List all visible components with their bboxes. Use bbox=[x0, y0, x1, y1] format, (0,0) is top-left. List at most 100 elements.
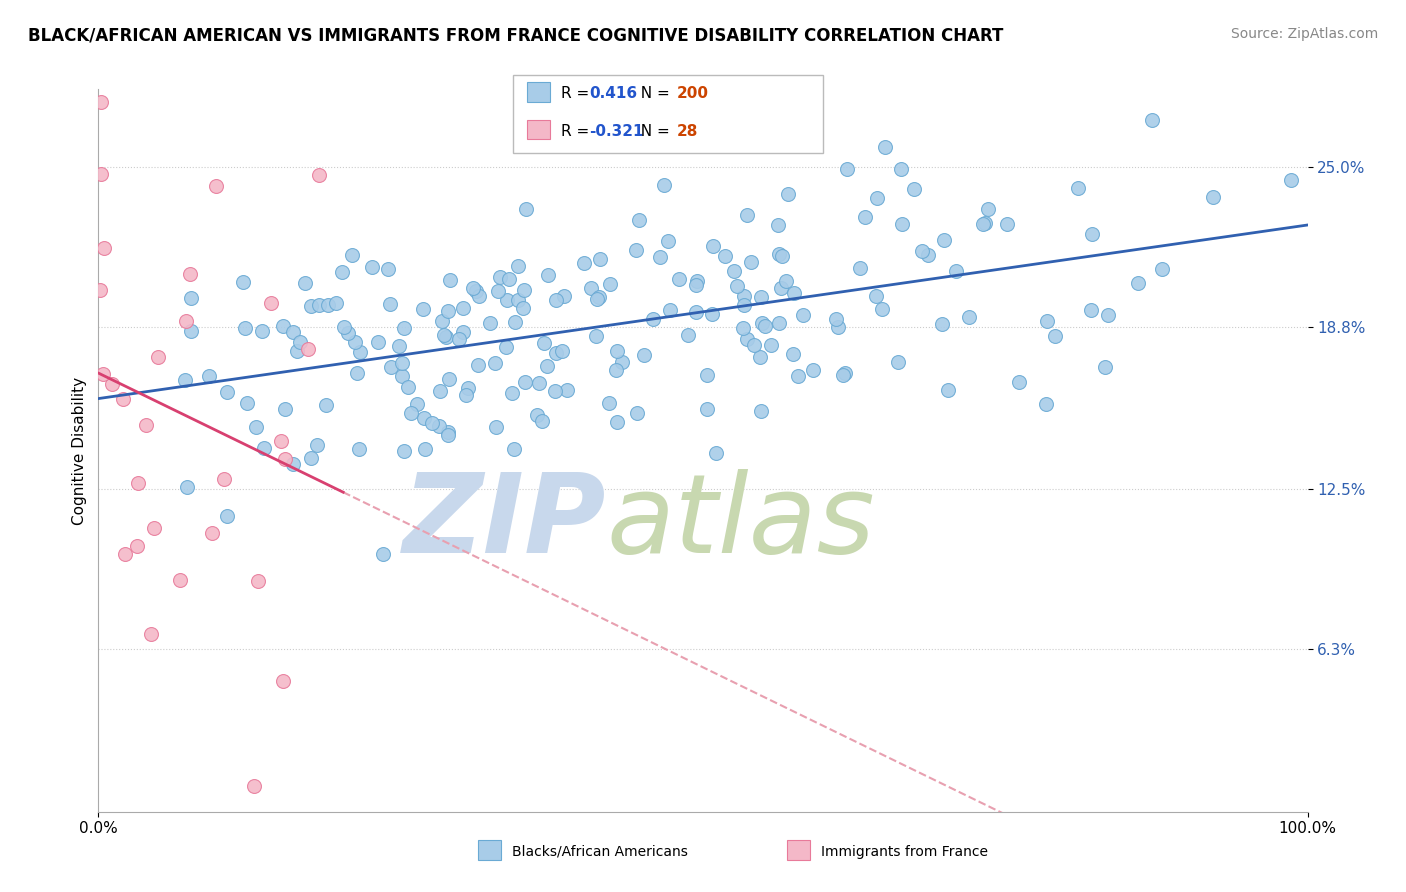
Point bbox=[606, 415, 628, 429]
Point bbox=[685, 277, 707, 292]
Point bbox=[281, 326, 304, 340]
Point bbox=[270, 434, 292, 449]
Point bbox=[1035, 397, 1057, 411]
Point bbox=[346, 366, 368, 380]
Point bbox=[274, 452, 297, 467]
Point bbox=[437, 372, 460, 386]
Point bbox=[205, 178, 228, 193]
Point bbox=[478, 316, 501, 330]
Point bbox=[429, 384, 451, 398]
Point bbox=[725, 279, 748, 293]
Point bbox=[496, 293, 519, 307]
Point bbox=[299, 450, 322, 465]
Point bbox=[247, 574, 270, 589]
Point bbox=[468, 288, 491, 302]
Point bbox=[768, 316, 790, 330]
Point bbox=[349, 442, 371, 457]
Point bbox=[391, 356, 413, 370]
Point bbox=[281, 457, 304, 471]
Point bbox=[337, 326, 360, 340]
Point bbox=[733, 298, 755, 312]
Point bbox=[801, 362, 824, 376]
Point bbox=[412, 301, 434, 316]
Text: ZIP: ZIP bbox=[402, 469, 606, 576]
Point bbox=[169, 573, 191, 587]
Point bbox=[1094, 360, 1116, 375]
Point bbox=[89, 283, 111, 297]
Point bbox=[498, 272, 520, 286]
Point bbox=[668, 272, 690, 286]
Point bbox=[503, 315, 526, 329]
Point bbox=[427, 419, 450, 434]
Point bbox=[605, 362, 627, 376]
Point bbox=[377, 261, 399, 276]
Point bbox=[143, 521, 166, 535]
Point bbox=[392, 443, 415, 458]
Point bbox=[749, 351, 772, 365]
Point bbox=[714, 250, 737, 264]
Point bbox=[180, 324, 202, 338]
Point bbox=[827, 320, 849, 334]
Point bbox=[305, 438, 328, 452]
Point bbox=[995, 217, 1018, 231]
Point bbox=[297, 342, 319, 356]
Point bbox=[180, 291, 202, 305]
Point bbox=[787, 369, 810, 384]
Point bbox=[486, 284, 509, 298]
Point bbox=[768, 247, 790, 261]
Point bbox=[513, 283, 536, 297]
Text: atlas: atlas bbox=[606, 469, 875, 576]
Point bbox=[872, 302, 894, 317]
Point bbox=[599, 277, 621, 291]
Point bbox=[696, 368, 718, 383]
Text: Immigrants from France: Immigrants from France bbox=[821, 845, 988, 859]
Point bbox=[972, 217, 994, 231]
Point bbox=[174, 314, 197, 328]
Point bbox=[643, 312, 665, 326]
Point bbox=[467, 358, 489, 372]
Point bbox=[447, 332, 470, 346]
Point bbox=[101, 377, 124, 392]
Point bbox=[887, 355, 910, 369]
Point bbox=[527, 376, 550, 391]
Text: 0.416: 0.416 bbox=[589, 87, 637, 101]
Point bbox=[287, 344, 309, 359]
Point bbox=[685, 304, 707, 318]
Point bbox=[127, 475, 149, 490]
Point bbox=[1142, 113, 1164, 128]
Point bbox=[434, 330, 457, 344]
Point bbox=[610, 354, 633, 368]
Point bbox=[977, 202, 1000, 217]
Point bbox=[579, 281, 602, 295]
Text: R =: R = bbox=[561, 87, 595, 101]
Point bbox=[451, 325, 474, 339]
Text: N =: N = bbox=[631, 87, 675, 101]
Point bbox=[437, 428, 460, 442]
Point bbox=[606, 343, 628, 358]
Point bbox=[742, 337, 765, 351]
Point bbox=[135, 417, 157, 432]
Point bbox=[288, 334, 311, 349]
Point bbox=[271, 673, 294, 688]
Point bbox=[733, 320, 755, 334]
Point bbox=[243, 779, 266, 793]
Point bbox=[834, 366, 856, 380]
Point bbox=[1080, 302, 1102, 317]
Point bbox=[749, 290, 772, 304]
Point bbox=[776, 187, 799, 202]
Point bbox=[174, 373, 197, 387]
Point bbox=[260, 296, 283, 310]
Point bbox=[891, 217, 914, 231]
Point bbox=[271, 319, 294, 334]
Point bbox=[513, 375, 536, 389]
Text: N =: N = bbox=[631, 124, 675, 138]
Point bbox=[1008, 375, 1031, 389]
Point bbox=[749, 404, 772, 418]
Point bbox=[245, 420, 267, 434]
Point bbox=[1126, 276, 1149, 290]
Point bbox=[658, 303, 681, 318]
Point bbox=[766, 218, 789, 232]
Point bbox=[198, 369, 221, 384]
Point bbox=[457, 382, 479, 396]
Point bbox=[508, 259, 530, 273]
